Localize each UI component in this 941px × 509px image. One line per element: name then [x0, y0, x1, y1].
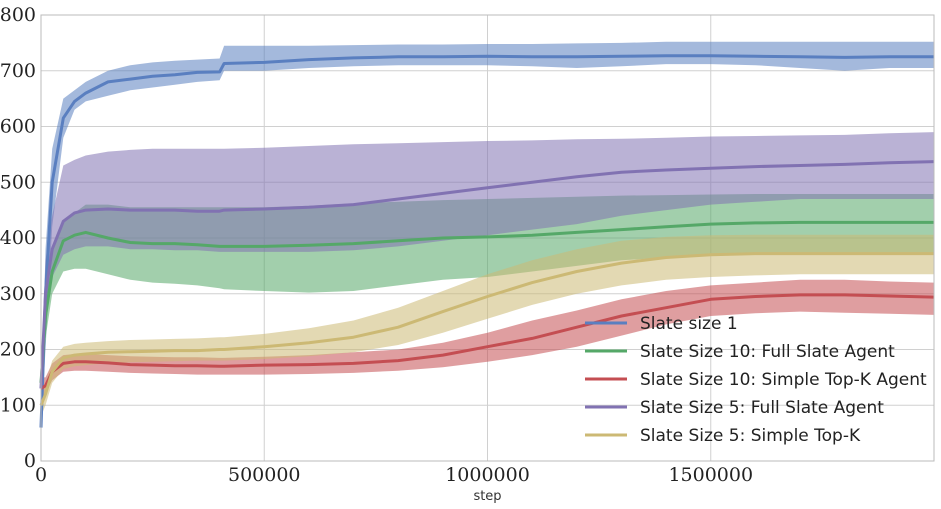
y-tick-label: 300: [0, 283, 36, 305]
legend-label: Slate size 1: [640, 314, 738, 334]
line-series-1: [39, 54, 934, 428]
error-band-series-4: [41, 132, 934, 406]
x-tick-label: 1500000: [668, 464, 753, 486]
plot-frame: [40, 14, 935, 462]
x-tick-label: 0: [35, 464, 47, 486]
error-band-series-3: [41, 279, 934, 400]
x-tick-label: 500000: [228, 464, 301, 486]
legend-label: Slate Size 10: Simple Top-K Agent: [640, 370, 927, 390]
y-tick-label: 500: [0, 171, 36, 193]
legend-label: Slate Size 5: Simple Top-K: [640, 426, 861, 446]
line-series-2: [39, 220, 934, 384]
error-band-series-1: [41, 41, 934, 434]
x-tick-label: 1000000: [445, 464, 530, 486]
y-tick-label: 0: [24, 450, 36, 472]
y-tick-label: 200: [0, 339, 36, 361]
y-tick-label: 700: [0, 60, 36, 82]
legend-label: Slate Size 10: Full Slate Agent: [640, 342, 895, 362]
y-tick-label: 800: [0, 4, 36, 26]
line-series-5: [39, 252, 934, 406]
x-axis-label: step: [473, 489, 501, 504]
line-series-4: [39, 160, 935, 389]
legend: Slate size 1 Slate Size 10: Full Slate Ag…: [585, 314, 927, 446]
series-lines: [39, 54, 935, 428]
y-tick-label: 100: [0, 394, 36, 416]
legend-label: Slate Size 5: Full Slate Agent: [640, 398, 884, 418]
y-tick-label: 400: [0, 227, 36, 249]
y-tick-label: 600: [0, 116, 36, 138]
line-series-3: [40, 293, 935, 390]
tick-labels: 0 500000 1000000 1500000 0 100 200 300 400 500 600…: [0, 4, 753, 486]
